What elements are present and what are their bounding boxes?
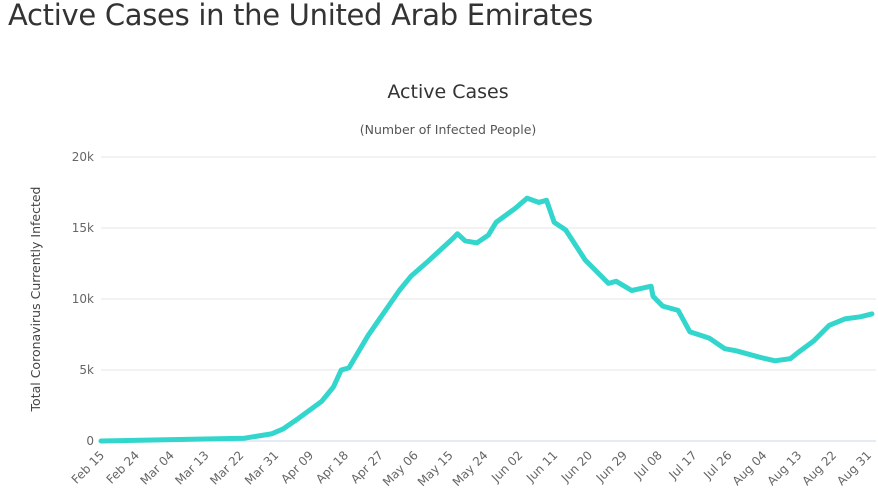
x-tick-label: Feb 24 <box>104 448 142 486</box>
y-tick-label: 15k <box>72 221 94 235</box>
x-tick-label: Aug 13 <box>764 448 804 488</box>
x-tick-label: Jun 20 <box>558 448 595 485</box>
x-tick-label: May 24 <box>450 448 491 489</box>
x-tick-label: Aug 22 <box>799 448 839 488</box>
y-tick-label: 0 <box>86 434 94 448</box>
x-tick-label: Mar 04 <box>137 448 176 487</box>
y-axis-label: Total Coronavirus Currently Infected <box>28 187 43 413</box>
x-tick-label: Mar 22 <box>207 448 246 487</box>
page-title: Active Cases in the United Arab Emirates <box>8 0 593 32</box>
x-tick-label: Apr 09 <box>278 448 316 486</box>
x-tick-label: May 15 <box>415 448 456 489</box>
y-tick-label: 5k <box>79 363 94 377</box>
x-tick-label: Aug 31 <box>834 448 874 488</box>
x-tick-label: Feb 15 <box>69 448 107 486</box>
y-tick-label: 10k <box>72 292 94 306</box>
x-tick-label: May 06 <box>380 448 421 489</box>
chart-title: Active Cases <box>387 81 508 103</box>
x-tick-label: Apr 18 <box>313 448 351 486</box>
x-tick-label: Jun 11 <box>523 448 560 485</box>
x-tick-label: Jun 29 <box>593 448 630 485</box>
x-tick-label: Jun 02 <box>488 448 525 485</box>
x-tick-label: Mar 31 <box>242 448 281 487</box>
chart-subtitle: (Number of Infected People) <box>360 122 537 137</box>
x-tick-label: Aug 04 <box>730 448 770 488</box>
x-tick-label: Jul 17 <box>665 448 699 482</box>
y-tick-label: 20k <box>72 150 94 164</box>
series-line-active-cases <box>98 195 875 444</box>
x-tick-label: Jul 08 <box>631 448 665 482</box>
x-tick-label: Mar 13 <box>172 448 211 487</box>
